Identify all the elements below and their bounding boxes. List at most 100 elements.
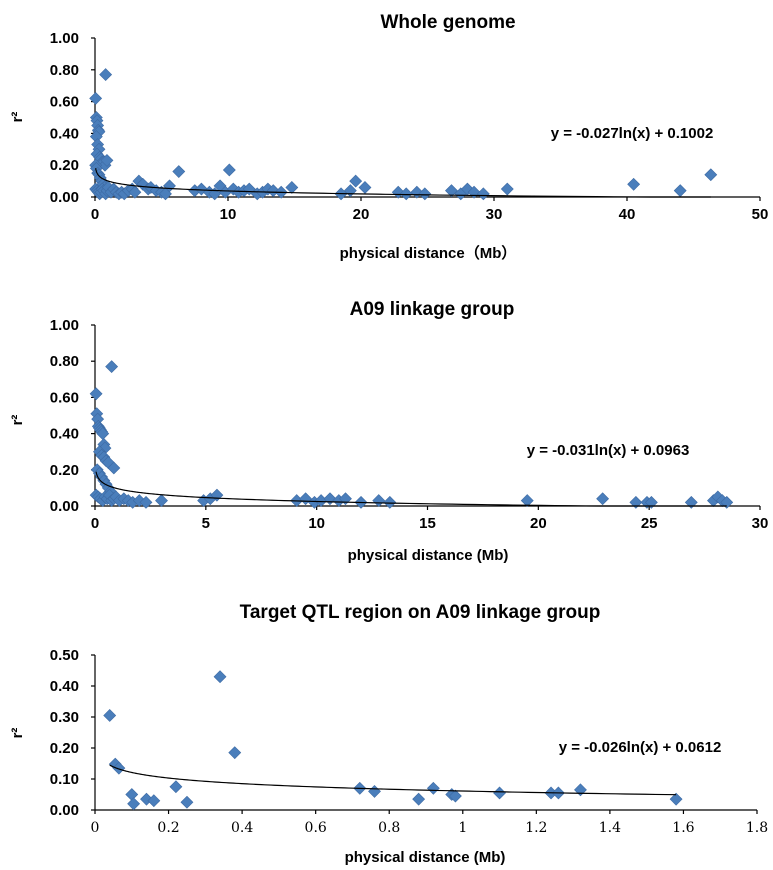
x-tick-label: 0 — [91, 515, 99, 532]
data-point — [476, 187, 490, 201]
chart-title: Target QTL region on A09 linkage group — [240, 602, 601, 623]
y-axis-label: r² — [9, 112, 26, 123]
data-point — [89, 387, 103, 401]
data-point — [372, 494, 386, 507]
data-point — [448, 789, 462, 803]
trendline — [95, 471, 727, 507]
x-tick-label: 0.6 — [305, 820, 327, 836]
y-tick-label: 0.30 — [50, 709, 79, 726]
data-point — [358, 181, 372, 194]
trendline — [109, 764, 677, 796]
x-tick-label: 1 — [458, 820, 467, 836]
x-tick-label: 20 — [530, 515, 547, 532]
data-point — [720, 495, 734, 509]
data-point — [684, 495, 698, 509]
x-tick-label: 0.2 — [157, 820, 179, 836]
x-tick-label: 0 — [91, 820, 100, 836]
x-axis-label: physical distance（Mb） — [340, 244, 517, 262]
data-point — [418, 187, 432, 201]
data-point — [155, 494, 168, 507]
data-point — [222, 163, 236, 177]
y-tick-label: 0.50 — [50, 647, 79, 664]
data-point — [100, 154, 114, 167]
data-point — [383, 495, 397, 509]
data-point — [644, 495, 658, 509]
y-tick-label: 1.00 — [50, 30, 79, 47]
y-tick-label: 0.60 — [50, 94, 79, 111]
data-point — [147, 794, 161, 808]
x-tick-label: 1.4 — [599, 820, 621, 836]
y-tick-label: 1.00 — [50, 317, 79, 334]
y-tick-label: 0.40 — [50, 426, 79, 443]
data-point — [89, 91, 103, 105]
data-point — [412, 792, 426, 806]
data-point — [349, 174, 363, 188]
y-tick-label: 0.00 — [50, 802, 79, 819]
y-tick-label: 0.60 — [50, 389, 79, 406]
chart-panel-a09-linkage-group: A09 linkage group y = -0.031ln(x) + 0.09… — [9, 299, 768, 564]
data-point — [399, 187, 413, 201]
data-point — [520, 494, 534, 507]
y-tick-label: 0.20 — [50, 740, 79, 757]
chart-panel-target-qtl-region: Target QTL region on A09 linkage group y… — [9, 602, 768, 866]
data-point — [103, 709, 117, 722]
data-point — [596, 492, 610, 506]
y-tick-label: 0.80 — [50, 62, 79, 79]
x-tick-label: 25 — [641, 515, 658, 532]
data-point — [139, 495, 153, 509]
data-point — [673, 184, 687, 198]
y-tick-label: 0.40 — [50, 678, 79, 695]
x-tick-label: 30 — [486, 206, 503, 223]
trendline-equation: y = -0.031ln(x) + 0.0963 — [527, 442, 690, 459]
y-tick-label: 0.20 — [50, 157, 79, 174]
x-tick-label: 40 — [619, 206, 636, 223]
x-tick-label: 10 — [308, 515, 325, 532]
x-tick-label: 0.4 — [231, 820, 253, 836]
y-tick-label: 0.20 — [50, 462, 79, 479]
trendline-equation: y = -0.026ln(x) + 0.0612 — [559, 739, 722, 756]
x-tick-label: 5 — [202, 515, 210, 532]
chart-title: A09 linkage group — [350, 299, 515, 320]
x-axis-label: physical distance (Mb) — [345, 849, 506, 866]
data-point — [112, 761, 126, 775]
x-tick-label: 30 — [752, 515, 769, 532]
data-point — [323, 492, 337, 506]
x-tick-label: 1.8 — [746, 820, 768, 836]
data-point — [629, 495, 643, 509]
data-point — [128, 185, 142, 199]
y-tick-label: 0.40 — [50, 125, 79, 142]
chart-title: Whole genome — [380, 12, 515, 33]
chart-panel-whole-genome: Whole genome y = -0.027ln(x) + 0.1002 ph… — [9, 12, 768, 262]
data-point — [105, 360, 119, 374]
x-tick-label: 15 — [419, 515, 436, 532]
data-point — [493, 786, 506, 800]
data-point — [574, 783, 587, 797]
x-tick-label: 1.2 — [525, 820, 547, 836]
data-point — [285, 181, 299, 194]
data-point — [368, 784, 381, 798]
x-tick-label: 10 — [220, 206, 237, 223]
x-tick-label: 20 — [353, 206, 370, 223]
data-point — [445, 184, 458, 198]
y-axis-label: r² — [9, 415, 26, 426]
data-point — [127, 797, 141, 811]
y-axis-label: r² — [9, 728, 26, 739]
trendline — [95, 168, 711, 198]
x-tick-label: 0.8 — [378, 820, 400, 836]
data-point — [500, 182, 514, 196]
data-point — [213, 670, 227, 684]
y-tick-label: 0.00 — [50, 189, 79, 206]
x-tick-label: 50 — [752, 206, 769, 223]
x-axis-label: physical distance (Mb) — [348, 547, 509, 564]
data-point — [107, 461, 121, 475]
data-point — [180, 795, 194, 809]
y-tick-label: 0.00 — [50, 498, 79, 515]
y-tick-label: 0.80 — [50, 353, 79, 370]
x-tick-label: 0 — [91, 206, 99, 223]
data-point — [228, 746, 242, 760]
data-point — [704, 168, 718, 182]
trendline-equation: y = -0.027ln(x) + 0.1002 — [551, 125, 714, 142]
data-point — [627, 177, 641, 191]
data-point — [172, 165, 186, 178]
